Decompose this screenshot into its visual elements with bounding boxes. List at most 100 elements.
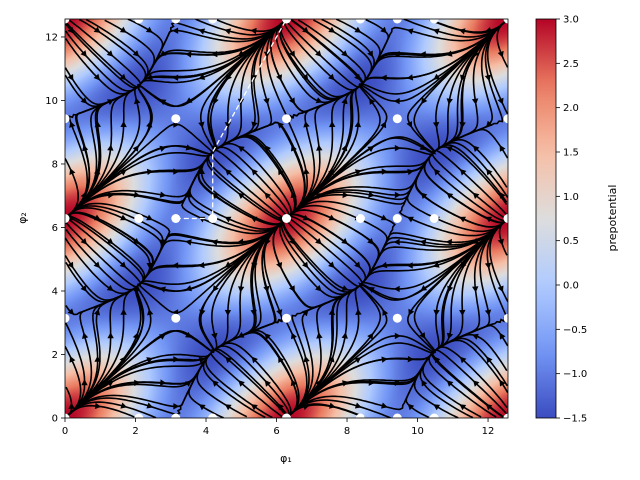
streamline-101 [196, 352, 248, 418]
streamline-arrow-276 [497, 285, 504, 293]
streamline-arrow-130 [251, 121, 258, 129]
y-tick-label-0: 0 [52, 414, 58, 425]
streamline-arrow-226 [406, 262, 413, 269]
colorbar-tick-label-3: 0.0 [563, 281, 579, 292]
streamline-arrow-274 [499, 332, 506, 340]
streamline-arrow-109 [224, 216, 232, 223]
x-tick-label-3: 6 [273, 426, 279, 437]
streamline-arrow-12 [69, 121, 76, 128]
streamline-arrow-2 [69, 356, 76, 363]
colorbar-tick-label-2: −0.5 [563, 325, 587, 336]
streamline-arrow-5 [80, 285, 87, 292]
streamline-arrow-118 [251, 404, 258, 411]
streamline-arrow-253 [432, 28, 440, 35]
streamline-arrow-94 [198, 168, 205, 174]
streamline-arrow-119 [264, 380, 271, 387]
streamline-222 [288, 352, 434, 417]
streamline-arrow-150 [289, 50, 295, 58]
streamline-arrow-284 [497, 97, 504, 105]
streamline-arrow-247 [434, 168, 441, 176]
streamline-arrow-271 [485, 403, 493, 411]
streamline-arrow-230 [407, 168, 414, 176]
streamline-arrow-203 [381, 402, 388, 409]
critical-points [60, 14, 513, 423]
streamline-arrow-256 [459, 356, 467, 364]
streamline-arrow-233 [421, 97, 428, 105]
streamline-arrow-43 [133, 191, 141, 198]
streamline-arrow-166 [302, 73, 309, 81]
streamline-arrow-89 [212, 285, 219, 292]
streamline-arrow-189 [367, 332, 374, 340]
streamline-147 [212, 121, 306, 219]
streamline-arrow-13 [80, 97, 88, 104]
colorbar-tick-label-7: 2.0 [563, 103, 579, 114]
streamline-arrow-169 [329, 402, 336, 409]
streamline-158 [280, 218, 360, 296]
streamline-arrow-158 [302, 261, 309, 269]
dashed-path [175, 19, 288, 220]
streamline-31 [65, 38, 137, 95]
streamline-arrow-63 [146, 121, 153, 128]
colorbar-tick-label-6: 1.5 [563, 148, 579, 159]
streamline-arrow-215 [380, 121, 387, 129]
y-tick-label-1: 2 [52, 350, 58, 361]
streamline-arrow-193 [367, 238, 374, 245]
streamline-arrow-231 [419, 144, 427, 150]
streamline-157 [278, 218, 361, 299]
streamline-arrow-85 [212, 380, 219, 387]
streamline-arrow-262 [459, 216, 466, 223]
critical-point-20 [392, 214, 402, 223]
streamline-102 [210, 353, 284, 418]
streamline-arrow-211 [380, 214, 388, 221]
streamline-32 [67, 19, 142, 84]
streamline-108 [140, 217, 288, 284]
streamline-arrow-202 [354, 26, 362, 33]
streamline-arrow-251 [433, 73, 441, 80]
streamline-arrow-190 [355, 308, 362, 315]
streamline-285 [434, 20, 507, 152]
streamline-269 [436, 19, 508, 151]
streamline-arrow-135 [277, 403, 284, 411]
streamline-arrow-96 [198, 121, 205, 129]
critical-point-21 [429, 214, 439, 223]
streamline-arrow-228 [407, 216, 414, 223]
streamline-arrow-286 [497, 50, 504, 58]
streamline-arrow-222 [407, 356, 414, 363]
streamline-arrow-53 [146, 357, 154, 364]
streamline-49 [85, 19, 149, 84]
colorbar: −1.5 −1.0 −0.5 0.0 0.5 1.0 1.5 2.0 2.5 3.0 prepot… [535, 15, 619, 425]
streamline-arrow-71 [185, 331, 192, 338]
streamline-arrow-208 [393, 285, 400, 293]
streamline-22 [65, 237, 139, 295]
streamline-arrow-237 [433, 404, 441, 411]
streamline-arrow-6 [67, 261, 74, 269]
streamline-arrow-277 [484, 262, 492, 269]
streamline-arrow-165 [315, 97, 323, 104]
streamline-arrow-42 [120, 214, 127, 221]
streamline-arrow-55 [147, 308, 154, 316]
streamline-arrow-285 [484, 74, 491, 82]
streamline-119 [212, 345, 291, 418]
streamline-arrow-145 [278, 168, 284, 176]
streamline-arrow-163 [316, 144, 323, 151]
streamline-arrow-24 [106, 238, 114, 245]
streamline-arrow-186 [354, 402, 362, 409]
y-axis-label: φ₂ [16, 212, 29, 224]
streamline-arrow-238 [446, 380, 454, 387]
critical-point-15 [134, 214, 144, 223]
streamline-arrow-7 [80, 238, 87, 245]
y-tick-label-3: 6 [52, 223, 58, 234]
streamline-21 [65, 285, 138, 418]
streamline-arrow-17 [94, 402, 102, 410]
streamline-arrow-107 [224, 261, 232, 268]
streamline-arrow-220 [407, 403, 415, 411]
streamline-251 [358, 19, 508, 95]
streamline-arrow-275 [484, 309, 492, 316]
streamline-arrow-156 [302, 309, 309, 317]
colorbar-tick-label-4: 0.5 [563, 236, 579, 247]
streamline-arrow-199 [369, 98, 376, 105]
streamline-arrow-57 [146, 263, 153, 269]
streamline-8 [65, 215, 144, 284]
streamline-arrow-188 [354, 357, 362, 364]
x-axis-label: φ₁ [280, 452, 292, 465]
